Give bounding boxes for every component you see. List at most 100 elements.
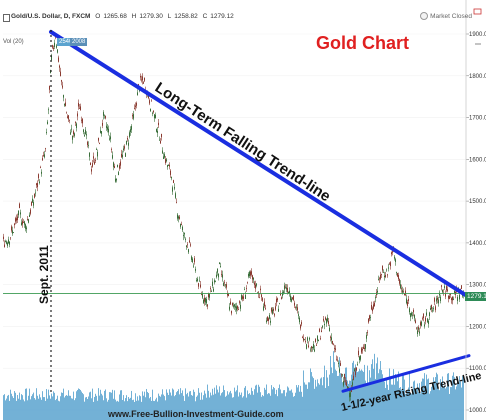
candle-body xyxy=(196,280,197,281)
candle-body xyxy=(27,219,28,220)
candle-body xyxy=(311,346,312,349)
candle-body xyxy=(94,161,95,165)
volume-bar xyxy=(149,398,150,420)
candle-body xyxy=(436,298,437,302)
volume-bar xyxy=(123,395,124,420)
candle-body xyxy=(310,349,311,351)
volume-bar xyxy=(203,395,204,420)
price-axis-tick-label: 1700.00 xyxy=(469,116,486,122)
volume-bar xyxy=(130,397,131,420)
candle-body xyxy=(74,133,75,136)
volume-bar xyxy=(230,390,231,420)
volume-bar xyxy=(250,394,251,420)
volume-bar xyxy=(170,392,171,420)
volume-bar xyxy=(396,376,397,420)
volume-bar xyxy=(395,374,396,420)
volume-bar xyxy=(116,401,117,420)
volume-bar xyxy=(411,393,412,420)
volume-bar xyxy=(291,389,292,420)
candle-body xyxy=(59,65,60,68)
volume-bar xyxy=(274,388,275,420)
volume-bar xyxy=(309,382,310,420)
volume-bar xyxy=(353,360,354,420)
candle-body xyxy=(129,132,130,137)
window-control-icon[interactable] xyxy=(473,8,482,15)
candle-body xyxy=(109,138,110,140)
candle-body xyxy=(171,176,172,179)
candle-body xyxy=(56,45,57,48)
volume-bar xyxy=(287,386,288,420)
candle-body xyxy=(123,148,124,151)
candle-body xyxy=(270,320,271,323)
volume-bar xyxy=(382,374,383,420)
candle-body xyxy=(20,212,21,215)
volume-bar xyxy=(278,388,279,420)
volume-label: Vol (20) xyxy=(3,39,24,45)
candle-body xyxy=(172,187,173,192)
volume-bar xyxy=(112,389,113,420)
candle-body xyxy=(437,297,438,300)
volume-bar xyxy=(301,391,302,420)
volume-bar xyxy=(403,374,404,420)
volume-bar xyxy=(110,392,111,420)
volume-bar xyxy=(142,391,143,420)
candle-body xyxy=(360,355,361,360)
volume-bar xyxy=(371,364,372,420)
candle-body xyxy=(125,153,126,157)
volume-bar xyxy=(272,389,273,420)
candle-body xyxy=(190,244,191,246)
candle-body xyxy=(421,321,422,326)
volume-bar xyxy=(205,393,206,420)
candle-body xyxy=(404,293,405,296)
volume-bar xyxy=(71,398,72,420)
price-axis-tick-label: 1300.00 xyxy=(469,283,486,289)
volume-bar xyxy=(177,390,178,420)
price-axis-tick-label: 1900.00 xyxy=(469,32,486,38)
volume-bar xyxy=(228,394,229,420)
volume-bar xyxy=(238,396,239,420)
volume-bar xyxy=(454,377,455,420)
volume-bar xyxy=(113,398,114,420)
volume-bar xyxy=(38,398,39,420)
candle-body xyxy=(342,374,343,376)
volume-bar xyxy=(48,389,49,420)
volume-bar xyxy=(225,396,226,420)
candle-body xyxy=(100,130,101,133)
volume-bar xyxy=(249,393,250,420)
volume-bar xyxy=(255,385,256,420)
candle-body xyxy=(33,202,34,206)
candle-body xyxy=(130,129,131,133)
volume-bar xyxy=(348,383,349,420)
volume-bar xyxy=(59,401,60,420)
candle-body xyxy=(233,305,234,307)
candle-body xyxy=(28,219,29,223)
volume-bar xyxy=(412,389,413,420)
volume-bar xyxy=(79,389,80,420)
candle-body xyxy=(99,142,100,144)
candle-body xyxy=(390,262,391,267)
volume-bar xyxy=(363,371,364,420)
candle-body xyxy=(275,306,276,310)
volume-bar xyxy=(373,368,374,420)
volume-bar xyxy=(424,373,425,420)
candle-body xyxy=(51,55,52,61)
candle-body xyxy=(447,289,448,292)
volume-bar xyxy=(179,394,180,420)
candle-body xyxy=(10,237,11,239)
candle-body xyxy=(187,244,188,246)
volume-bar xyxy=(81,391,82,420)
candle-body xyxy=(53,47,54,49)
volume-bar xyxy=(388,389,389,420)
candle-body xyxy=(179,216,180,219)
volume-bar xyxy=(316,386,317,420)
candle-body xyxy=(382,265,383,271)
candle-body xyxy=(126,140,127,145)
candle-body xyxy=(200,284,201,288)
market-status-text: Market Closed xyxy=(430,12,472,20)
ohlc-legend: Gold/U.S. Dollar, D, FXCM O 1265.68 H 1279… xyxy=(11,13,237,20)
volume-bar xyxy=(94,396,95,420)
candle-body xyxy=(30,209,31,214)
volume-bar xyxy=(372,359,373,420)
candle-body xyxy=(391,252,392,255)
chart-type-icon[interactable] xyxy=(3,14,10,22)
